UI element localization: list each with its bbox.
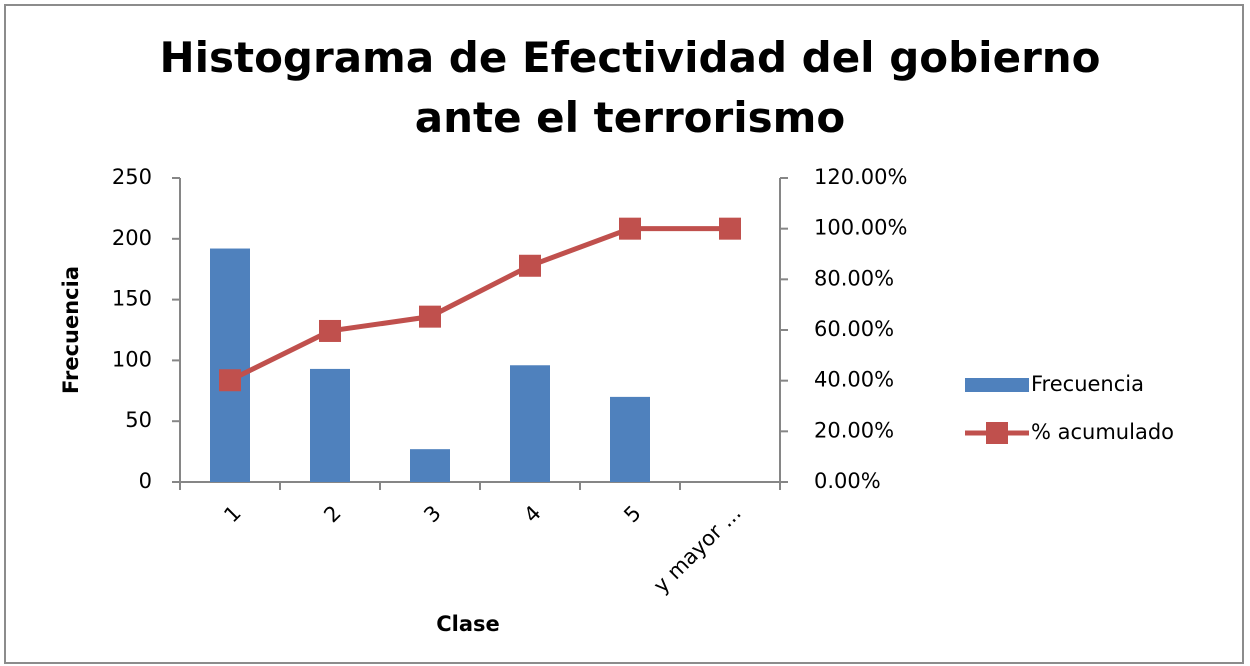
line-marker bbox=[519, 254, 541, 277]
x-tick-label: y mayor ... bbox=[649, 501, 746, 598]
x-tick-label: 3 bbox=[419, 501, 445, 527]
y-axis-label: Frecuencia bbox=[59, 266, 83, 394]
bar bbox=[310, 368, 350, 482]
legend-swatch bbox=[986, 422, 1008, 444]
bar bbox=[210, 248, 250, 482]
line-marker bbox=[719, 217, 741, 240]
legend-label: % acumulado bbox=[1031, 420, 1174, 444]
y-tick-label: 200 bbox=[112, 226, 152, 250]
chart-frame bbox=[4, 4, 1244, 664]
y-tick-label: 100 bbox=[112, 347, 152, 371]
y2-tick-label: 0.00% bbox=[814, 469, 881, 493]
line bbox=[228, 226, 730, 383]
line-marker bbox=[619, 217, 641, 240]
x-tick-label: 2 bbox=[319, 501, 345, 527]
x-axis-label: Clase bbox=[436, 612, 500, 636]
line-marker bbox=[319, 319, 341, 342]
x-tick-label: 4 bbox=[519, 501, 545, 527]
bar bbox=[410, 449, 450, 482]
bar bbox=[510, 365, 550, 482]
y2-tick-label: 60.00% bbox=[814, 317, 894, 341]
y-tick-label: 250 bbox=[112, 165, 152, 189]
y-tick-label: 50 bbox=[125, 408, 152, 432]
y2-tick-label: 100.00% bbox=[814, 216, 907, 240]
line-marker bbox=[219, 369, 241, 392]
y2-tick-label: 40.00% bbox=[814, 368, 894, 392]
legend-swatch bbox=[965, 378, 1029, 392]
y-tick-label: 0 bbox=[139, 469, 152, 493]
y2-tick-label: 80.00% bbox=[814, 266, 894, 290]
x-tick-label: 5 bbox=[619, 501, 645, 527]
y2-tick-label: 120.00% bbox=[814, 165, 907, 189]
y2-tick-label: 20.00% bbox=[814, 418, 894, 442]
y-tick-label: 150 bbox=[112, 287, 152, 311]
legend-label: Frecuencia bbox=[1031, 372, 1144, 396]
line-marker bbox=[419, 305, 441, 328]
chart-title: Histograma de Efectividad del gobierno a… bbox=[159, 33, 1101, 142]
x-tick-label: 1 bbox=[219, 501, 245, 527]
bar bbox=[610, 396, 650, 482]
